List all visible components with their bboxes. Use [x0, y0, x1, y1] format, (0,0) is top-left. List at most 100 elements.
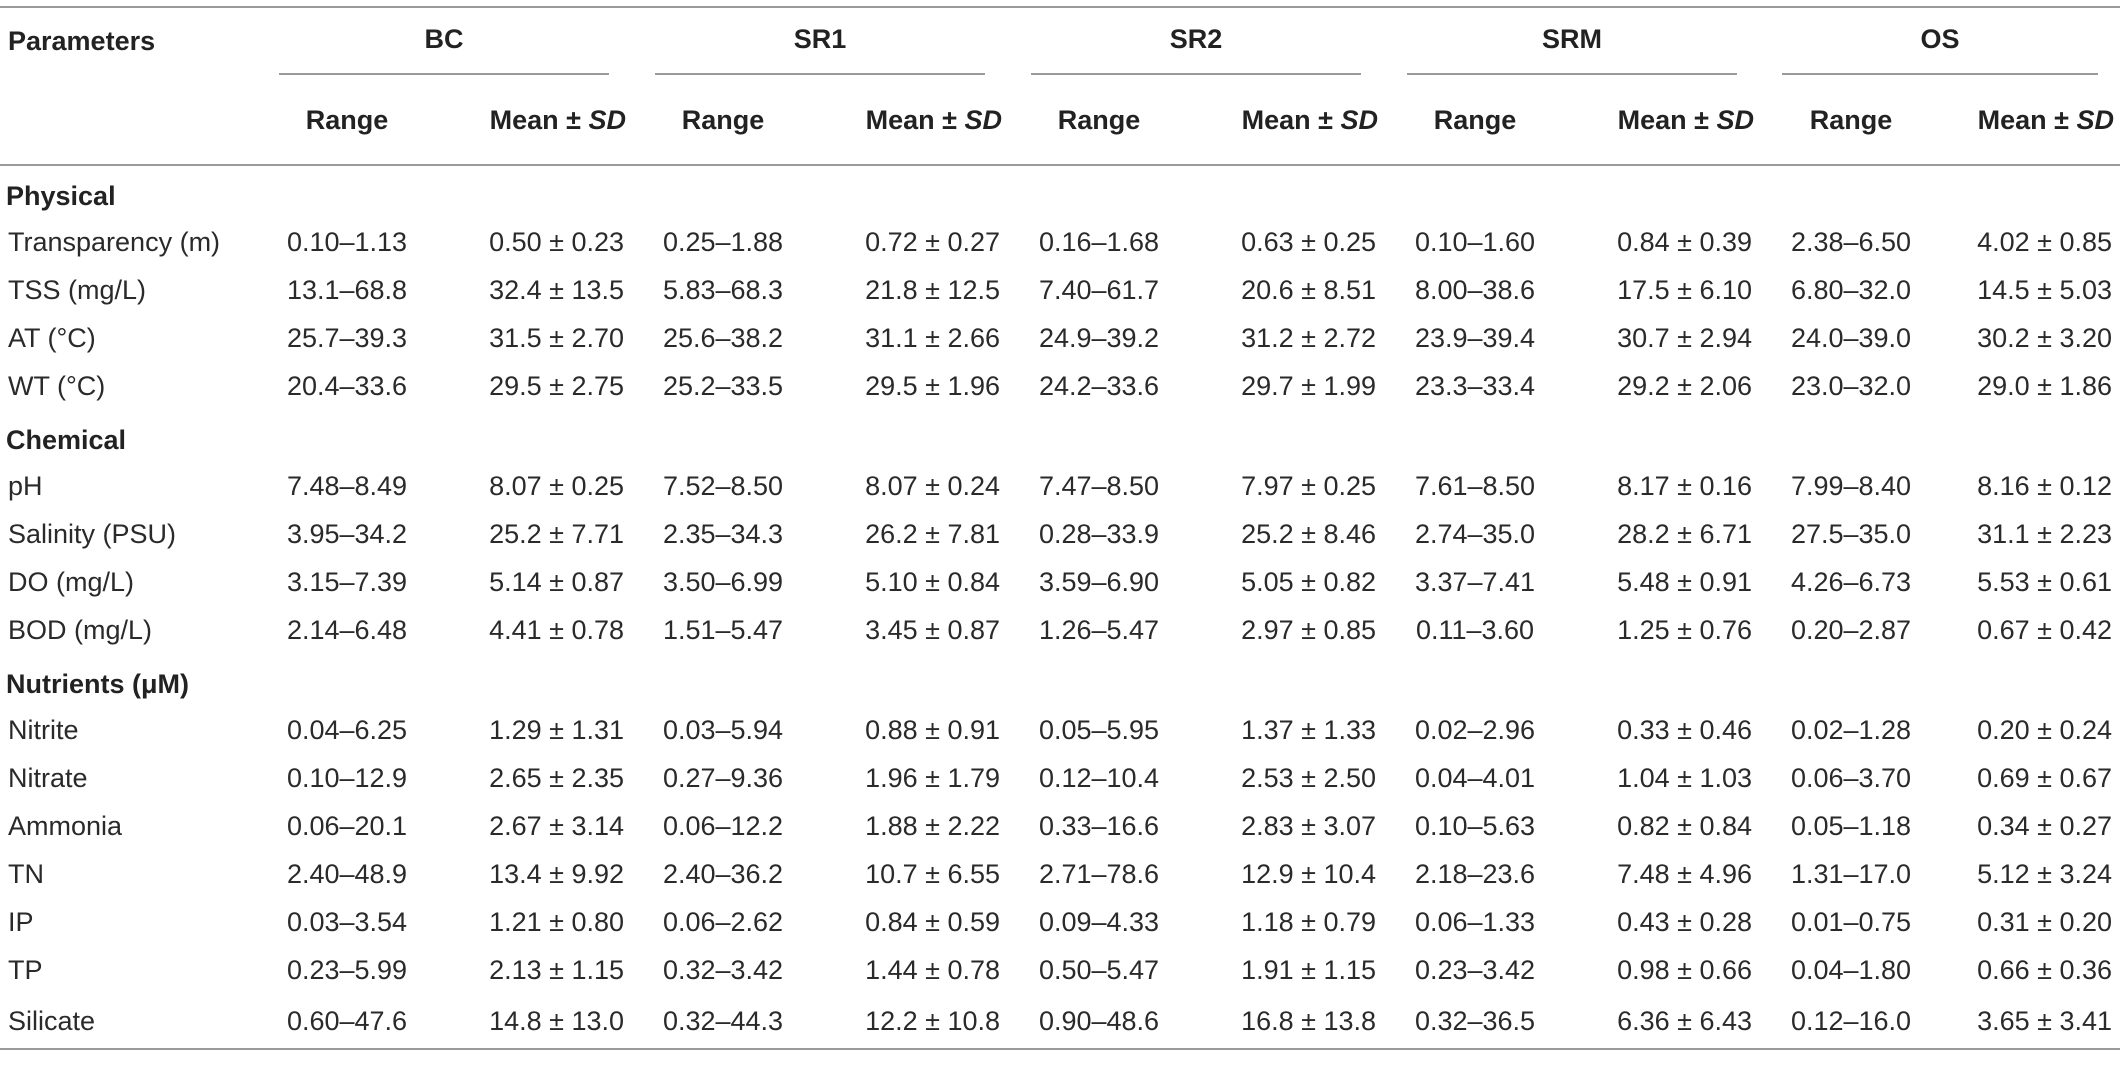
- range-cell: 0.03–5.94: [662, 714, 784, 745]
- range-header: Range: [1057, 104, 1141, 135]
- mean-sd-cell: 0.20 ± 0.24: [1977, 714, 2113, 745]
- mean-sd-cell: 1.21 ± 0.80: [489, 906, 624, 937]
- mean-sd-cell: 16.8 ± 13.8: [1241, 1005, 1376, 1036]
- range-cell: 0.02–2.96: [1414, 714, 1536, 745]
- mean-sd-cell: 0.43 ± 0.28: [1617, 906, 1752, 937]
- mean-sd-cell: 29.5 ± 2.75: [489, 370, 624, 401]
- parameter-label: Transparency (m): [8, 226, 221, 257]
- mean-sd-cell: 29.7 ± 1.99: [1241, 370, 1376, 401]
- mean-sd-cell: 3.45 ± 0.87: [865, 614, 1000, 645]
- range-cell: 0.09–4.33: [1038, 906, 1160, 937]
- mean-sd-cell: 0.72 ± 0.27: [865, 226, 1000, 257]
- mean-sd-cell: 1.25 ± 0.76: [1617, 614, 1752, 645]
- mean-sd-cell: 28.2 ± 6.71: [1617, 518, 1752, 549]
- range-cell: 0.32–44.3: [662, 1005, 784, 1036]
- table-row: IP 0.03–3.54 1.21 ± 0.80 0.06–2.62 0.84 ± 0.…: [0, 898, 2120, 946]
- group-header-row: Parameters BC SR1 SR2 SRM OS: [0, 7, 2120, 76]
- mean-sd-cell: 0.31 ± 0.20: [1977, 906, 2113, 937]
- mean-sd-cell: 4.41 ± 0.78: [489, 614, 624, 645]
- section-title: Physical: [6, 180, 116, 211]
- table-row: Ammonia 0.06–20.1 2.67 ± 3.14 0.06–12.2 1.88…: [0, 802, 2120, 850]
- range-cell: 25.2–33.5: [662, 370, 784, 401]
- mean-sd-cell: 1.29 ± 1.31: [489, 714, 624, 745]
- mean-sd-cell: 8.07 ± 0.25: [489, 470, 624, 501]
- mean-sd-cell: 31.1 ± 2.23: [1977, 518, 2113, 549]
- mean-sd-header: Mean ± SD: [489, 104, 626, 135]
- group-header-srm: SRM: [1384, 7, 1760, 76]
- mean-sd-cell: 13.4 ± 9.92: [489, 858, 624, 889]
- mean-sd-cell: 25.2 ± 7.71: [489, 518, 624, 549]
- table-row: DO (mg/L) 3.15–7.39 5.14 ± 0.87 3.50–6.99 5.…: [0, 558, 2120, 606]
- parameter-label: Nitrate: [8, 762, 88, 793]
- table-row: Nitrite 0.04–6.25 1.29 ± 1.31 0.03–5.94 0.88…: [0, 706, 2120, 754]
- range-cell: 2.74–35.0: [1414, 518, 1536, 549]
- subheader-row: Range Mean ± SD Range Mean ± SD Range Me…: [0, 76, 2120, 165]
- range-cell: 25.6–38.2: [662, 322, 784, 353]
- mean-sd-header: Mean ± SD: [1617, 104, 1754, 135]
- mean-sd-cell: 2.83 ± 3.07: [1241, 810, 1376, 841]
- range-cell: 2.40–48.9: [286, 858, 408, 889]
- mean-sd-cell: 12.2 ± 10.8: [865, 1005, 1000, 1036]
- parameter-label: TP: [8, 954, 43, 985]
- mean-sd-cell: 0.88 ± 0.91: [865, 714, 1000, 745]
- range-cell: 3.95–34.2: [286, 518, 408, 549]
- table-row: BOD (mg/L) 2.14–6.48 4.41 ± 0.78 1.51–5.47 3…: [0, 606, 2120, 654]
- table-row: Nitrate 0.10–12.9 2.65 ± 2.35 0.27–9.36 1.96…: [0, 754, 2120, 802]
- mean-sd-cell: 0.66 ± 0.36: [1977, 954, 2113, 985]
- range-cell: 0.03–3.54: [286, 906, 408, 937]
- range-cell: 2.71–78.6: [1038, 858, 1160, 889]
- mean-sd-cell: 1.88 ± 2.22: [865, 810, 1000, 841]
- section-row: Chemical: [0, 410, 2120, 462]
- range-cell: 3.50–6.99: [662, 566, 784, 597]
- mean-sd-cell: 5.10 ± 0.84: [865, 566, 1000, 597]
- mean-sd-cell: 1.91 ± 1.15: [1241, 954, 1376, 985]
- table-row: pH 7.48–8.49 8.07 ± 0.25 7.52–8.50 8.07 ± 0.…: [0, 462, 2120, 510]
- range-cell: 6.80–32.0: [1790, 274, 1912, 305]
- mean-sd-cell: 31.1 ± 2.66: [865, 322, 1000, 353]
- range-cell: 0.23–5.99: [286, 954, 408, 985]
- mean-sd-header: Mean ± SD: [1241, 104, 1378, 135]
- group-header-sr1: SR1: [632, 7, 1008, 76]
- mean-sd-cell: 6.36 ± 6.43: [1617, 1005, 1752, 1036]
- range-cell: 0.25–1.88: [662, 226, 784, 257]
- mean-sd-cell: 0.98 ± 0.66: [1617, 954, 1752, 985]
- mean-sd-cell: 3.65 ± 3.41: [1977, 1005, 2113, 1036]
- range-cell: 5.83–68.3: [662, 274, 784, 305]
- range-cell: 0.06–12.2: [662, 810, 784, 841]
- range-cell: 0.04–6.25: [286, 714, 408, 745]
- mean-sd-cell: 5.05 ± 0.82: [1241, 566, 1376, 597]
- range-cell: 13.1–68.8: [286, 274, 408, 305]
- range-header: Range: [681, 104, 765, 135]
- mean-sd-cell: 14.8 ± 13.0: [489, 1005, 624, 1036]
- mean-sd-cell: 20.6 ± 8.51: [1241, 274, 1376, 305]
- parameter-label: AT (°C): [8, 322, 96, 353]
- water-quality-table: Parameters BC SR1 SR2 SRM OS Range Mean …: [0, 6, 2120, 1050]
- mean-sd-cell: 7.97 ± 0.25: [1241, 470, 1376, 501]
- mean-sd-cell: 0.84 ± 0.59: [865, 906, 1000, 937]
- mean-sd-cell: 8.16 ± 0.12: [1977, 470, 2113, 501]
- mean-sd-cell: 1.37 ± 1.33: [1241, 714, 1376, 745]
- range-cell: 0.50–5.47: [1038, 954, 1160, 985]
- mean-sd-cell: 7.48 ± 4.96: [1617, 858, 1752, 889]
- mean-sd-cell: 2.67 ± 3.14: [489, 810, 624, 841]
- group-header-os: OS: [1760, 7, 2120, 76]
- table-body: Physical Transparency (m) 0.10–1.13 0.50 ± …: [0, 165, 2120, 1049]
- mean-sd-cell: 2.53 ± 2.50: [1241, 762, 1376, 793]
- mean-sd-cell: 1.04 ± 1.03: [1617, 762, 1752, 793]
- range-cell: 0.04–4.01: [1414, 762, 1536, 793]
- mean-sd-cell: 8.17 ± 0.16: [1617, 470, 1752, 501]
- range-cell: 0.05–1.18: [1790, 810, 1912, 841]
- mean-sd-cell: 0.63 ± 0.25: [1241, 226, 1376, 257]
- range-cell: 0.06–1.33: [1414, 906, 1536, 937]
- mean-sd-cell: 0.84 ± 0.39: [1617, 226, 1752, 257]
- range-cell: 0.32–36.5: [1414, 1005, 1536, 1036]
- mean-sd-cell: 0.67 ± 0.42: [1977, 614, 2113, 645]
- mean-sd-cell: 14.5 ± 5.03: [1977, 274, 2113, 305]
- range-cell: 0.28–33.9: [1038, 518, 1160, 549]
- mean-sd-cell: 17.5 ± 6.10: [1617, 274, 1752, 305]
- range-cell: 1.51–5.47: [662, 614, 784, 645]
- mean-sd-cell: 0.69 ± 0.67: [1977, 762, 2113, 793]
- parameter-label: Ammonia: [8, 810, 123, 841]
- range-cell: 0.90–48.6: [1038, 1005, 1160, 1036]
- range-cell: 0.10–5.63: [1414, 810, 1536, 841]
